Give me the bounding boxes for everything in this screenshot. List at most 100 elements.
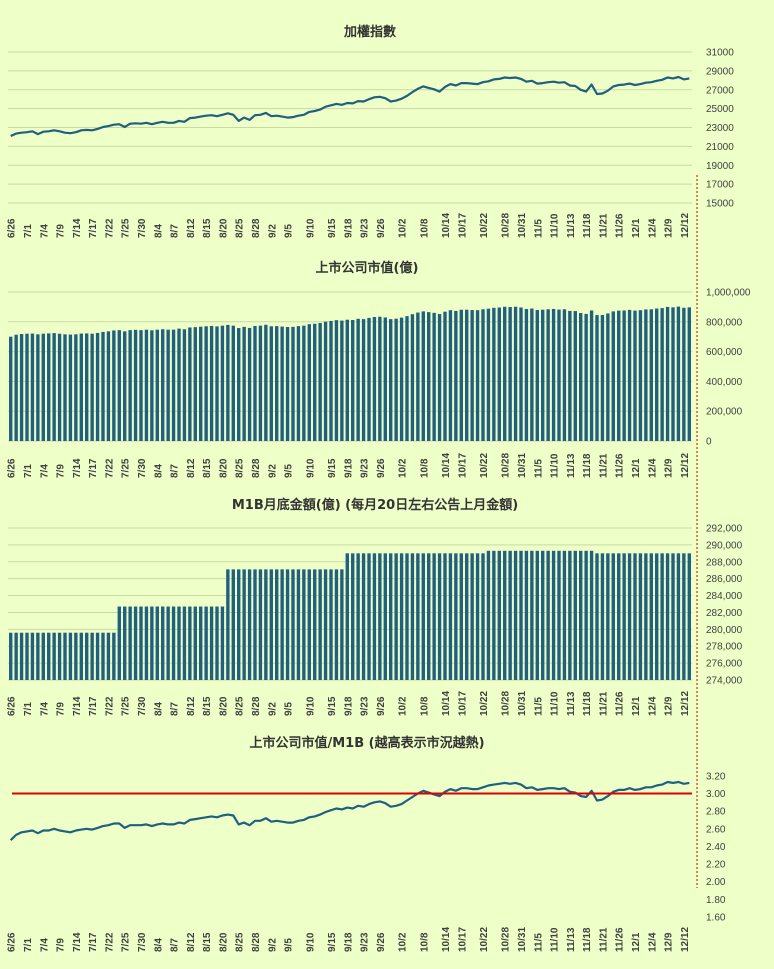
market-cap-x-tick-label: 9/15 [327, 458, 338, 478]
m1b-x-tick-label: 7/14 [72, 696, 83, 716]
market-cap-x-tick-label: 7/9 [56, 464, 67, 478]
market-cap-bar [329, 320, 333, 441]
m1b-bar [161, 606, 165, 680]
m1b-bar [508, 550, 512, 680]
ratio-x-tick-label: 6/26 [7, 932, 18, 952]
m1b-bar [291, 569, 295, 680]
market-cap-bar [340, 320, 344, 441]
m1b-bar [372, 553, 377, 680]
m1b-bar [144, 606, 149, 680]
market-cap-bar [432, 312, 436, 441]
market-cap-bar [497, 307, 501, 441]
market-cap-bar [285, 327, 290, 441]
m1b-bar [74, 632, 78, 680]
m1b-bar [627, 553, 632, 680]
market-cap-x-tick-label: 8/25 [235, 458, 246, 478]
m1b-bar [128, 606, 132, 680]
m1b-bar [90, 632, 94, 680]
market-cap-bar [68, 334, 73, 441]
m1b-bar [470, 553, 474, 680]
m1b-bar [220, 606, 225, 680]
market-cap-bar [155, 329, 159, 441]
m1b-bar [475, 553, 480, 680]
market-cap-bar [215, 326, 219, 441]
taiex-x-tick-label: 6/26 [7, 218, 18, 238]
market-cap-bar [9, 336, 13, 441]
market-cap-bar [199, 326, 203, 441]
market-cap-x-tick-label: 8/12 [186, 458, 197, 478]
market-cap-bar [296, 326, 301, 441]
m1b-bar [573, 550, 577, 680]
market-cap-bar [595, 315, 599, 441]
market-cap-x-tick-label: 7/1 [23, 464, 34, 478]
taiex-x-tick-label: 7/30 [137, 218, 148, 238]
ratio-x-tick-label: 8/7 [170, 938, 181, 952]
ratio-x-tick-label: 7/4 [39, 938, 50, 952]
taiex-x-tick-label: 10/2 [398, 218, 409, 238]
m1b-bar [383, 553, 387, 680]
m1b-bar [530, 550, 534, 680]
market-cap-bar [351, 320, 355, 441]
m1b-bar [546, 550, 550, 680]
market-cap-bar [503, 306, 507, 441]
m1b-bar [361, 553, 366, 680]
market-cap-bar [90, 333, 94, 441]
market-cap-bar [52, 333, 56, 441]
m1b-bar [68, 632, 73, 680]
market-cap-bar [644, 309, 648, 441]
m1b-x-tick-label: 7/4 [39, 702, 50, 716]
m1b-bar [247, 569, 252, 680]
m1b-bar [492, 550, 496, 680]
m1b-bar [79, 632, 83, 680]
taiex-y-tick-label: 15000 [706, 199, 734, 210]
m1b-x-tick-label: 7/17 [88, 696, 99, 716]
m1b-bar [112, 632, 116, 680]
m1b-y-tick-label: 292,000 [706, 524, 743, 535]
ratio-x-tick-label: 7/14 [72, 932, 83, 952]
market-cap-bar [437, 314, 442, 441]
ratio-y-tick-label: 1.60 [706, 913, 726, 924]
m1b-bar [209, 606, 214, 680]
taiex-x-tick-label: 8/4 [153, 224, 164, 238]
ratio-x-tick-label: 10/17 [457, 927, 468, 952]
ratio-x-tick-label: 11/18 [582, 927, 593, 952]
market-cap-bar [676, 306, 681, 441]
m1b-bar [562, 550, 567, 680]
market-cap-bar [74, 334, 78, 441]
m1b-x-tick-label: 11/26 [615, 691, 626, 716]
m1b-bar [106, 632, 111, 680]
m1b-bar [459, 553, 463, 680]
market-cap-bar [150, 330, 154, 441]
market-cap-bar [660, 308, 664, 441]
m1b-bar [465, 553, 469, 680]
market-cap-bar [220, 325, 225, 441]
taiex-x-tick-label: 12/12 [680, 213, 691, 238]
taiex-x-tick-label: 7/14 [72, 218, 83, 238]
m1b-chart-title: M1B月底金額(億) (每月20日左右公告上月金額) [232, 497, 518, 513]
m1b-bar [101, 632, 105, 680]
m1b-bar [427, 553, 431, 680]
market-cap-bar [106, 331, 111, 441]
m1b-x-tick-label: 6/26 [7, 696, 18, 716]
taiex-y-tick-label: 31000 [706, 48, 734, 59]
ratio-x-tick-label: 7/9 [56, 938, 67, 952]
market-cap-x-tick-label: 12/12 [680, 453, 691, 478]
market-cap-bar [600, 314, 605, 441]
m1b-bar [41, 632, 45, 680]
market-cap-x-tick-label: 10/2 [398, 458, 409, 478]
taiex-x-tick-label: 8/15 [202, 218, 213, 238]
market-cap-bar [638, 310, 643, 441]
m1b-bar [389, 553, 393, 680]
market-cap-bar [465, 309, 469, 441]
taiex-x-tick-label: 9/18 [343, 218, 354, 238]
m1b-bar [655, 553, 659, 680]
m1b-bar [296, 569, 301, 680]
taiex-x-tick-label: 8/7 [170, 224, 181, 238]
market-cap-bar [470, 310, 474, 441]
ratio-x-tick-label: 11/13 [566, 927, 577, 952]
market-cap-bar [302, 325, 306, 441]
taiex-x-tick-label: 11/18 [582, 213, 593, 238]
ratio-chart-title: 上市公司市值/M1B (越高表示市況越熱) [249, 735, 484, 751]
taiex-x-tick-label: 11/10 [550, 213, 561, 238]
ratio-x-tick-label: 11/5 [533, 933, 544, 952]
